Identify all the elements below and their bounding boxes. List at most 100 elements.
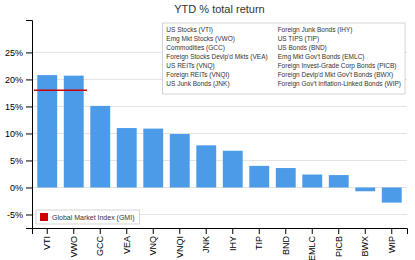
grid-line [32,133,407,134]
bar [196,145,216,187]
annotation: Foreign Junk Bonds (IHY) [278,26,353,34]
bar [276,168,296,187]
y-tick: 0% [10,183,32,193]
y-tick-label: 20% [5,75,23,85]
x-tick-mark [391,228,392,234]
bar [302,175,322,188]
x-tick-mark [126,228,127,234]
x-tick-mark [312,228,313,234]
annotation: Foreign Invest-Grade Corp Bonds (PICB) [278,62,397,70]
annotation: US REITs (VNQ) [166,62,214,70]
y-tick: -5% [7,210,32,220]
legend-background [36,210,139,224]
grid-line [32,160,407,161]
y-tick-mark [26,79,32,80]
legend-swatch [40,213,48,221]
y-tick: 15% [5,102,32,112]
x-tick-label: VWO [69,236,79,258]
x-tick: VWO [69,228,79,258]
y-tick: 25% [5,48,32,58]
bar [382,187,402,202]
x-tick-label: VTI [42,236,52,250]
annotation: Foreign Gov't Inflation-Linked Bonds (WI… [278,80,401,88]
x-tick-mark [259,228,260,234]
y-tick-mark [26,214,32,215]
x-axis-line [33,229,408,235]
x-tick: VTI [42,228,52,250]
annotation: Commodities (GCC) [166,44,225,52]
y-tick: 20% [5,75,32,85]
x-tick: JNK [201,228,211,253]
bar [355,187,375,191]
bar [37,75,57,187]
x-tick-label: GCC [95,236,105,257]
x-tick: EMLC [307,228,317,260]
y-tick-mark [26,106,32,107]
x-tick: BND [281,228,291,255]
annotation: US Stocks (VTI) [166,26,213,34]
x-tick-mark [365,228,366,234]
x-tick-mark [206,228,207,234]
annotation: Emg Mkt Stocks (VWO) [166,35,235,43]
y-tick-label: -5% [7,210,23,220]
y-tick: 10% [5,129,32,139]
x-tick-mark [100,228,101,234]
x-axis: VTI VWO GCC VEA VNQ VNQI JNK IHY TIP BND EMLC PICB B… [33,228,408,260]
annotation: US Bonds (BND) [278,44,327,52]
y-tick-label: 5% [10,156,23,166]
bar [249,166,269,188]
x-tick-label: TIP [254,236,264,250]
annotation: Foreign Devlp'd Mkt Gov't Bonds (BWX) [278,71,394,79]
grid [32,52,407,214]
x-tick-mark [179,228,180,234]
x-tick-label: BWX [360,236,370,257]
x-tick-label: BND [281,236,291,256]
x-tick-mark [338,228,339,234]
x-tick: VEA [122,228,132,254]
x-tick: VNQI [175,228,185,258]
x-tick-mark [285,228,286,234]
y-tick-mark [26,133,32,134]
annotation: US TIPS (TIP) [278,35,319,43]
x-tick-mark [47,228,48,234]
title: YTD % total return [174,3,264,15]
y-tick-mark [26,52,32,53]
legend-label: Global Market Index (GMI) [52,214,134,222]
y-tick-mark [26,187,32,188]
annotation: Foreign REITs (VNQI) [166,71,229,79]
x-tick: GCC [95,228,105,256]
bar [90,106,110,188]
x-tick-mark [232,228,233,234]
plot: -5% 0% 5% 10% 15% 20% 25% VTI VWO GCC VEA VNQ VNQI JN… [5,21,408,260]
bar [117,128,137,187]
grid-line [32,106,407,107]
bar [170,134,190,187]
x-tick-label: IHY [228,236,238,251]
legend: Global Market Index (GMI) [36,210,139,224]
x-tick: TIP [254,228,264,250]
x-tick-mark [153,228,154,234]
x-tick-mark [73,228,74,234]
x-tick-label: VNQI [175,236,185,258]
bar [64,76,84,188]
grid-line [32,187,407,188]
y-tick-mark [26,160,32,161]
x-tick-label: VNQ [148,236,158,256]
bar [223,151,243,188]
x-tick-label: PICB [334,236,344,257]
x-tick-label: WIP [387,236,397,253]
x-tick-label: EMLC [307,236,317,260]
annotation: US Junk Bonds (JNK) [166,80,229,88]
y-tick-label: 25% [5,48,23,58]
x-tick-label: VEA [122,236,132,254]
annotation-background [162,23,405,94]
x-tick: WIP [387,228,397,253]
annotation-box: US Stocks (VTI)Emg Mkt Stocks (VWO)Commo… [162,23,405,94]
reference-line [34,89,87,91]
x-tick: IHY [228,228,238,251]
x-tick: BWX [360,228,370,257]
annotation: Emg Mkt Gov't Bonds (EMLC) [278,53,365,61]
x-tick-label: JNK [201,236,211,253]
y-tick-label: 15% [5,102,23,112]
y-tick: 5% [10,156,32,166]
